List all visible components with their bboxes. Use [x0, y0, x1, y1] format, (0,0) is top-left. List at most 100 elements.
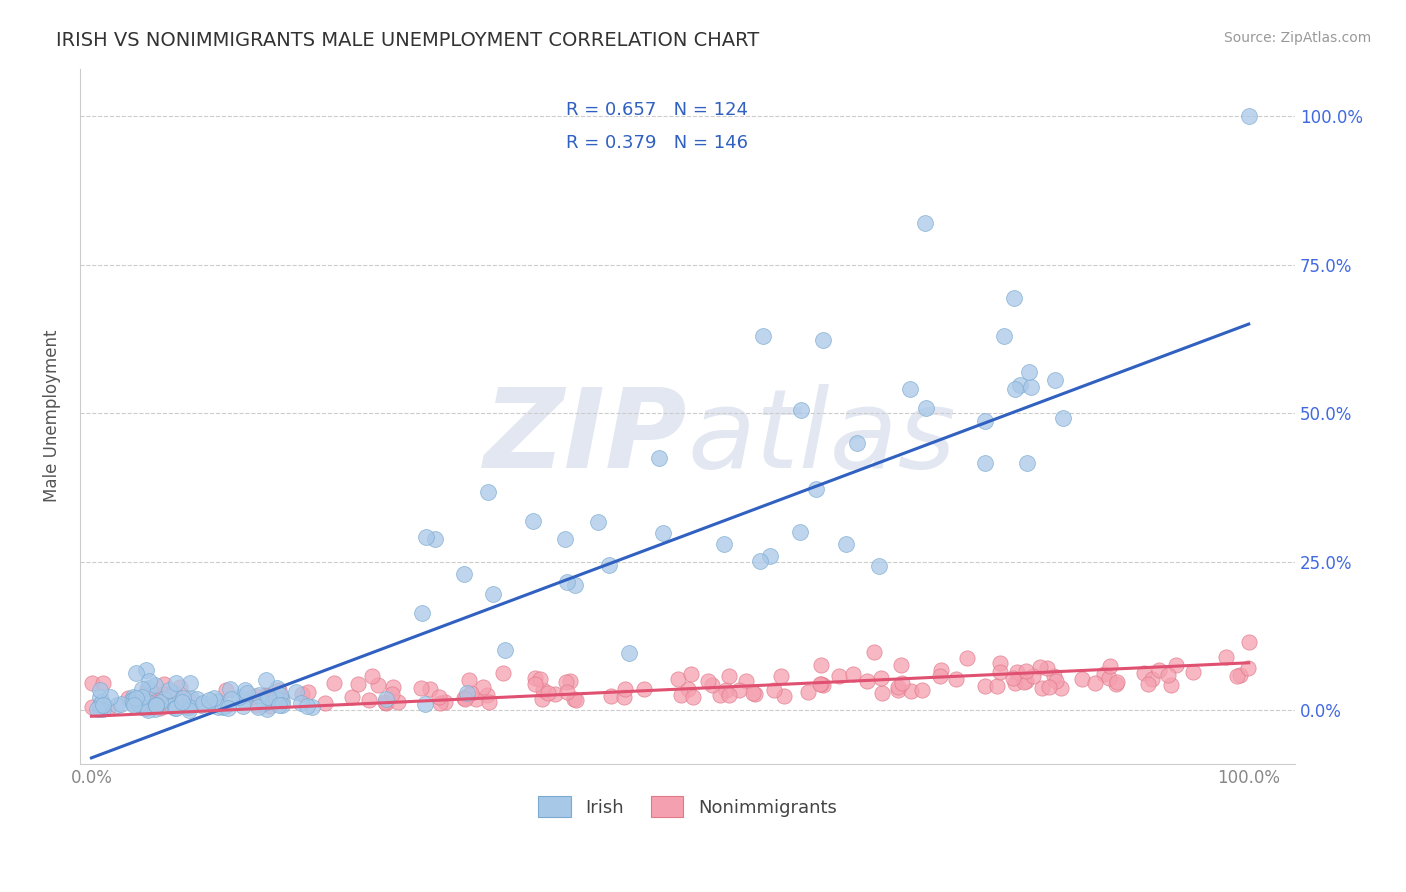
Point [856, 673, 879, 688]
Point [267, 698, 290, 712]
Point [90, 695, 112, 709]
Point [89, 683, 111, 698]
Point [890, 657, 912, 672]
Point [1036, 661, 1059, 675]
Point [956, 651, 979, 665]
Point [1157, 667, 1180, 681]
Point [215, 682, 238, 697]
Point [80, 675, 103, 690]
Point [425, 533, 447, 547]
Point [1014, 675, 1036, 690]
Point [869, 671, 891, 685]
Point [360, 669, 382, 683]
Point [453, 691, 475, 706]
Point [554, 532, 576, 546]
Point [152, 687, 174, 701]
Point [177, 693, 200, 707]
Point [1004, 676, 1026, 690]
Point [564, 578, 586, 592]
Point [207, 700, 229, 714]
Point [1031, 681, 1053, 695]
Point [741, 685, 763, 699]
Point [522, 515, 544, 529]
Point [613, 690, 636, 704]
Point [558, 673, 581, 688]
Point [945, 673, 967, 687]
Point [256, 702, 278, 716]
Point [367, 678, 389, 692]
Point [124, 695, 146, 709]
Point [145, 698, 167, 712]
Point [1001, 671, 1024, 685]
Point [845, 436, 868, 450]
Point [135, 694, 157, 708]
Point [911, 682, 934, 697]
Point [179, 676, 201, 690]
Point [207, 693, 229, 707]
Point [266, 692, 288, 706]
Point [121, 696, 143, 710]
Point [735, 674, 758, 689]
Point [647, 450, 669, 465]
Point [245, 698, 267, 712]
Point [772, 689, 794, 703]
Point [236, 686, 259, 700]
Point [89, 702, 111, 716]
Point [914, 216, 936, 230]
Point [219, 692, 242, 706]
Point [387, 695, 409, 709]
Point [152, 692, 174, 706]
Point [531, 692, 554, 706]
Point [1052, 411, 1074, 425]
Point [91, 676, 114, 690]
Point [125, 666, 148, 681]
Point [887, 682, 910, 697]
Point [270, 691, 292, 706]
Point [717, 688, 740, 702]
Point [1147, 663, 1170, 677]
Point [810, 677, 832, 691]
Point [681, 667, 703, 681]
Point [475, 688, 498, 702]
Point [598, 558, 620, 572]
Point [82, 699, 104, 714]
Point [1010, 378, 1032, 392]
Point [157, 683, 180, 698]
Point [239, 690, 262, 704]
Point [529, 672, 551, 686]
Point [763, 683, 786, 698]
Point [110, 697, 132, 711]
Point [98, 690, 121, 704]
Point [228, 690, 250, 705]
Point [1018, 365, 1040, 379]
Point [1105, 674, 1128, 689]
Point [555, 574, 578, 589]
Point [714, 682, 737, 697]
Point [122, 698, 145, 713]
Point [555, 685, 578, 699]
Legend: Irish, Nonimmigrants: Irish, Nonimmigrants [531, 789, 844, 824]
Point [375, 696, 398, 710]
Point [555, 675, 578, 690]
Text: atlas: atlas [688, 384, 956, 491]
Point [202, 691, 225, 706]
Point [89, 690, 111, 704]
Point [700, 678, 723, 692]
Point [537, 685, 560, 699]
Point [131, 700, 153, 714]
Point [751, 329, 773, 343]
Point [1237, 660, 1260, 674]
Point [1070, 672, 1092, 686]
Point [260, 695, 283, 709]
Point [652, 526, 675, 541]
Point [149, 695, 172, 709]
Point [1237, 109, 1260, 123]
Text: R = 0.657   N = 124: R = 0.657 N = 124 [567, 101, 748, 120]
Point [974, 456, 997, 470]
Point [290, 696, 312, 710]
Point [89, 698, 111, 712]
Point [456, 690, 478, 704]
Point [564, 691, 586, 706]
Point [153, 677, 176, 691]
Point [254, 673, 277, 687]
